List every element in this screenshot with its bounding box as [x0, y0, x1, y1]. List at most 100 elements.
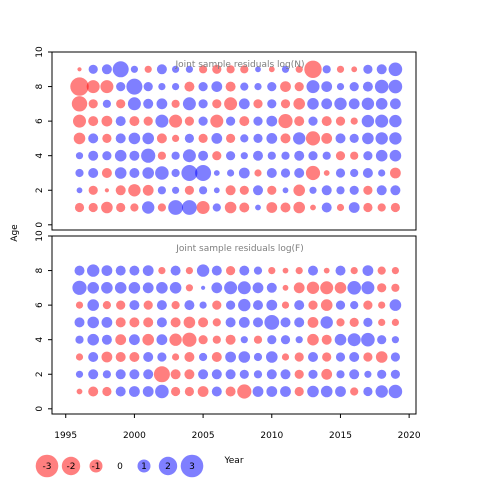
- legend-label--1: -1: [92, 462, 101, 472]
- bottom-bubble-2000-age5: [129, 317, 140, 328]
- bottom-bubble-2000-age4: [129, 334, 140, 346]
- top-bubble-2010-age6: [266, 115, 278, 127]
- bottom-bubble-2012-age3: [294, 352, 304, 362]
- top-bubble-2015-age5: [335, 133, 346, 144]
- bottom-bubble-1996-age2: [75, 370, 84, 378]
- bottom-bubble-2008-age1: [237, 384, 252, 399]
- bottom-bubble-2008-age6: [238, 298, 251, 312]
- top-bubble-2006-age9: [212, 64, 222, 74]
- top-bubble-2015-age1: [336, 203, 345, 212]
- top-bubble-2019-age5: [389, 132, 402, 145]
- bottom-bubble-1999-age2: [115, 369, 126, 380]
- top-bubble-2003-age6: [169, 114, 183, 128]
- bottom-bubble-2009-age4: [253, 335, 263, 344]
- top-bubble-1996-age4: [75, 152, 84, 160]
- bottom-bubble-2015-age1: [335, 386, 346, 397]
- bottom-bubble-2000-age8: [129, 265, 140, 276]
- bottom-bubble-2009-age1: [252, 386, 264, 397]
- bottom-bubble-2018-age5: [378, 318, 386, 326]
- top-bubble-1996-age2: [76, 187, 83, 194]
- top-bubble-2010-age2: [267, 185, 277, 195]
- top-bubble-2019-age9: [388, 62, 403, 77]
- bottom-bubble-2019-age7: [391, 283, 400, 292]
- top-bubble-2003-age7: [171, 99, 180, 108]
- bottom-bubble-2005-age3: [199, 352, 208, 362]
- bottom-bubble-2011-age3: [281, 353, 290, 361]
- bottom-panel-title: Joint sample residuals log(F): [175, 244, 303, 254]
- bottom-bubble-2013-age2: [308, 369, 318, 379]
- bottom-bubble-2008-age8: [239, 265, 250, 276]
- top-bubble-2004-age4: [182, 149, 196, 163]
- bottom-bubble-2015-age8: [335, 265, 346, 276]
- bottom-bubble-1997-age4: [87, 333, 99, 346]
- bottom-bubble-2007-age2: [225, 369, 236, 380]
- bottom-bubble-2016-age5: [349, 317, 359, 327]
- bottom-bubble-2005-age1: [197, 386, 209, 397]
- bottom-bubble-2011-age6: [281, 301, 290, 309]
- top-bubble-2000-age9: [130, 65, 138, 73]
- top-bubble-2000-age8: [126, 78, 143, 95]
- bottom-bubble-2012-age2: [294, 369, 304, 379]
- top-bubble-2006-age3: [213, 170, 220, 176]
- bottom-bubble-2003-age5: [170, 317, 181, 328]
- top-bubble-2016-age7: [348, 98, 360, 110]
- top-bubble-2003-age2: [172, 186, 180, 194]
- top-bubble-1999-age3: [114, 167, 127, 179]
- bottom-y-tick-label-6: 6: [35, 302, 45, 308]
- bottom-y-tick-label-4: 4: [35, 337, 45, 343]
- legend-bubble-3: [180, 454, 204, 478]
- top-bubble-2009-age2: [253, 185, 263, 196]
- top-bubble-2013-age1: [310, 204, 316, 211]
- bottom-bubble-2006-age2: [211, 369, 222, 380]
- top-bubble-2011-age9: [281, 65, 290, 73]
- bottom-bubble-2015-age4: [334, 333, 347, 346]
- bottom-bubble-2016-age1: [350, 387, 359, 396]
- top-bubble-2013-age4: [308, 151, 318, 161]
- x-tick-label-2020: 2020: [398, 431, 421, 441]
- top-bubble-2018-age2: [376, 185, 387, 196]
- top-bubble-2011-age5: [280, 133, 291, 144]
- top-bubble-2004-age1: [182, 200, 197, 215]
- top-bubble-2007-age4: [226, 151, 236, 161]
- bottom-y-tick-label-2: 2: [35, 371, 45, 377]
- top-bubble-2000-age4: [129, 150, 140, 161]
- top-bubble-2014-age3: [323, 170, 330, 176]
- top-bubble-1998-age5: [102, 133, 112, 143]
- top-bubble-2014-age5: [321, 133, 333, 144]
- top-bubble-2010-age4: [267, 151, 276, 160]
- bottom-bubble-2002-age6: [156, 300, 167, 311]
- top-bubble-2001-age4: [141, 148, 156, 163]
- top-bubble-1999-age5: [115, 133, 126, 144]
- top-bubble-2017-age1: [363, 202, 373, 213]
- bottom-bubble-2007-age4: [225, 334, 236, 345]
- bottom-bubble-1999-age5: [115, 317, 126, 328]
- bottom-bubble-1997-age7: [87, 282, 99, 294]
- top-bubble-2000-age1: [130, 203, 139, 212]
- top-bubble-2013-age3: [305, 165, 321, 181]
- bottom-bubble-2015-age5: [336, 318, 345, 327]
- bottom-bubble-1997-age6: [87, 299, 99, 311]
- bottom-bubble-2009-age8: [253, 266, 263, 275]
- bottom-bubble-1999-age3: [115, 352, 126, 362]
- top-bubble-2000-age3: [129, 168, 140, 178]
- top-bubble-2016-age5: [349, 133, 359, 143]
- y-axis-title: Age: [10, 224, 20, 242]
- top-bubble-2008-age1: [239, 202, 250, 213]
- top-bubble-2007-age1: [224, 201, 237, 214]
- top-bubble-2002-age1: [157, 203, 166, 212]
- bottom-bubble-1997-age5: [87, 316, 99, 329]
- bottom-bubble-1996-age1: [76, 388, 83, 395]
- bottom-bubble-2004-age8: [185, 267, 193, 275]
- top-bubble-2006-age8: [211, 81, 223, 92]
- top-bubble-2014-age2: [321, 185, 332, 196]
- bottom-bubble-2012-age4: [295, 336, 303, 344]
- top-bubble-2018-age1: [377, 203, 386, 212]
- bottom-bubble-2004-age5: [183, 316, 196, 329]
- bottom-bubble-2004-age6: [184, 300, 195, 311]
- bottom-bubble-2013-age6: [308, 300, 318, 310]
- bottom-bubble-2018-age8: [377, 266, 386, 275]
- top-bubble-2004-age5: [184, 133, 194, 143]
- bottom-bubble-2012-age7: [293, 282, 305, 294]
- bottom-bubble-2005-age8: [196, 264, 210, 277]
- bottom-y-tick-label-0: 0: [35, 406, 45, 412]
